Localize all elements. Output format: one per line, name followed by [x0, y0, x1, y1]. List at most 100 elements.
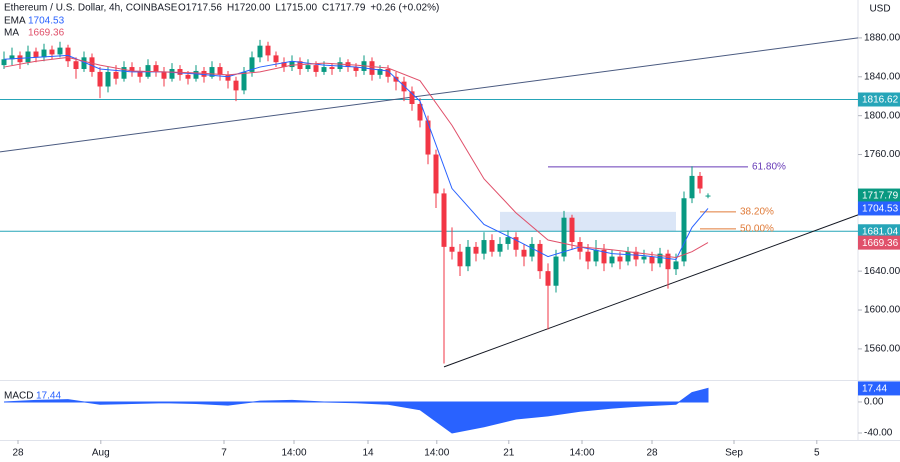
price-label-bg [858, 235, 900, 250]
currency: USD [869, 4, 890, 15]
price-label-bg [858, 92, 900, 107]
chart-title: Ethereum / U.S. Dollar, 4h, COINBASE [4, 3, 178, 14]
macd-value: 17.44 [36, 391, 61, 402]
candle-body [393, 76, 399, 82]
macd-y-tick-label: 0.00 [864, 397, 884, 408]
candle-body [321, 67, 327, 72]
y-tick-label: 1760.00 [864, 149, 900, 160]
candle-body [489, 240, 495, 252]
candle-body [33, 51, 39, 58]
x-tick-label: 7 [221, 448, 227, 459]
price-label-bg [858, 188, 900, 203]
indicator-line [3, 54, 709, 261]
x-tick-label: 14:00 [569, 448, 594, 459]
macd-y-tick-label: -40.00 [864, 428, 893, 439]
fib-label: 61.80% [752, 162, 786, 173]
trendline [443, 214, 859, 368]
candle-body [697, 175, 703, 189]
candle-body [137, 70, 143, 77]
candle-body [73, 61, 79, 70]
candle-body [241, 71, 247, 91]
candle-body [249, 57, 255, 72]
candle-body [617, 256, 623, 262]
x-tick-label: 21 [503, 448, 515, 459]
price-label: 1681.04 [862, 226, 899, 237]
candle-body [289, 61, 295, 68]
legend-name: EMA [4, 16, 26, 27]
candle-body [281, 62, 287, 68]
candle-body [449, 246, 455, 252]
candle-body [569, 217, 575, 242]
candle-body [609, 256, 615, 264]
ohlc-legend: C1717.79 [322, 3, 366, 14]
candle-body [57, 47, 63, 55]
price-label-bg [858, 381, 900, 396]
price-label: 1669.36 [862, 238, 899, 249]
plot: 61.80% 38.20% 50.00% [0, 37, 859, 434]
ohlc-legend: L1715.00 [275, 3, 317, 14]
candle-body [329, 67, 335, 70]
macd-area [3, 387, 709, 434]
y-tick-label: 1840.00 [864, 71, 900, 82]
price-label-bg [858, 201, 900, 216]
candle-body [25, 51, 31, 63]
candle-body [505, 237, 511, 244]
candle-body [425, 120, 431, 155]
x-tick-label: 5 [814, 448, 820, 459]
x-tick-label: 28 [646, 448, 658, 459]
candle-body [377, 69, 383, 75]
y-tick-label: 1800.00 [864, 110, 900, 121]
candle-body [409, 91, 415, 104]
x-tick-label: Aug [92, 448, 110, 459]
candle-body [433, 154, 439, 194]
price-label: 1816.62 [862, 95, 899, 106]
legend-value: 1704.53 [28, 16, 65, 27]
price-label-bg [858, 224, 900, 239]
candle-body [81, 57, 87, 70]
candle-body [113, 71, 119, 79]
x-tick-label: Sep [725, 448, 743, 459]
candle-body [209, 67, 215, 77]
candle-body [313, 65, 319, 72]
candle-body [369, 61, 375, 75]
trendline [0, 37, 859, 153]
candle-body [529, 243, 535, 257]
candle-body [49, 49, 55, 55]
candle-body [553, 256, 559, 286]
candle-body [161, 71, 167, 79]
candle-body [97, 71, 103, 87]
ohlc-legend: O1717.56 [178, 3, 222, 14]
x-tick-label: 14 [362, 448, 374, 459]
price-label: 1704.53 [862, 204, 899, 215]
candle-body [689, 175, 695, 199]
candle-body [457, 251, 463, 267]
zone [500, 211, 676, 232]
y-tick-label: 1600.00 [864, 305, 900, 316]
candle-body [153, 65, 159, 72]
y-tick-label: 1560.00 [864, 344, 900, 355]
candle-body [537, 243, 543, 272]
candle-body [497, 243, 503, 252]
indicator-line [3, 56, 709, 259]
candle-body [593, 249, 599, 262]
candle-body [353, 67, 359, 71]
candle-body [257, 45, 263, 58]
candle-body [441, 193, 447, 247]
legend-value: 1669.36 [28, 28, 65, 39]
candle-body [1, 59, 7, 66]
candle-body [521, 249, 527, 257]
candle-body [649, 256, 655, 264]
y-tick-label: 1880.00 [864, 33, 900, 44]
candle-body [9, 55, 15, 60]
legend-name: MA [4, 28, 19, 39]
y-tick-label: 1640.00 [864, 266, 900, 277]
candle-body [65, 47, 71, 62]
ohlc-legend: +0.26 (+0.02%) [370, 3, 439, 14]
fib-label: 50.00% [740, 224, 774, 235]
candle-body [665, 253, 671, 270]
macd-name: MACD [4, 391, 33, 402]
ohlc-legend: H1720.00 [227, 3, 271, 14]
candle-body [169, 69, 175, 79]
x-tick-label: 14:00 [281, 448, 306, 459]
